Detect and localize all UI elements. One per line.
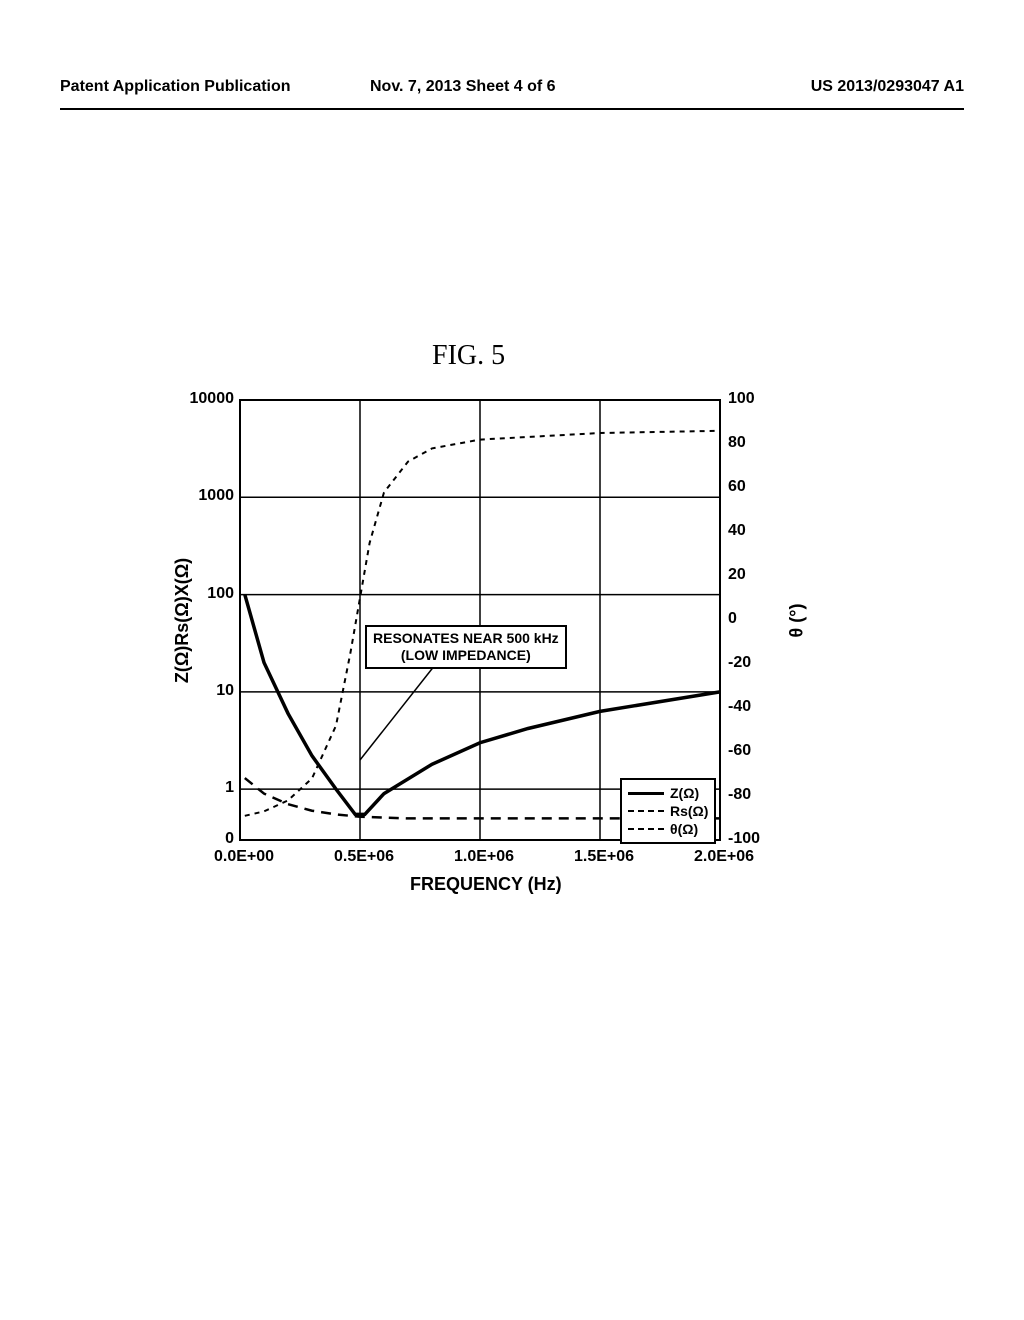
ytick-right: -20 <box>728 654 751 672</box>
xtick: 2.0E+06 <box>684 848 764 866</box>
xtick: 1.5E+06 <box>564 848 644 866</box>
legend-swatch <box>628 828 664 830</box>
legend-item: Rs(Ω) <box>628 802 708 820</box>
chart: 0 1 10 100 1000 10000 -100 -80 -60 -40 -20 0 20 40 60 8… <box>0 0 1024 1320</box>
ytick-right: -60 <box>728 742 751 760</box>
ytick-left: 0 <box>225 830 234 848</box>
legend-item: θ(Ω) <box>628 820 708 838</box>
legend-swatch <box>628 792 664 795</box>
xtick: 1.0E+06 <box>444 848 524 866</box>
y-axis-left-label: Z(Ω)Rs(Ω)X(Ω) <box>172 558 193 683</box>
ytick-right: -80 <box>728 786 751 804</box>
xtick: 0.5E+06 <box>324 848 404 866</box>
page: Patent Application Publication Nov. 7, 2… <box>0 0 1024 1320</box>
ytick-left: 100 <box>207 585 234 603</box>
ytick-right: -40 <box>728 698 751 716</box>
ytick-right: 100 <box>728 390 755 408</box>
ytick-right: 80 <box>728 434 746 452</box>
legend-label: θ(Ω) <box>670 821 698 837</box>
annotation-line2: (LOW IMPEDANCE) <box>401 647 531 663</box>
ytick-left: 10000 <box>190 390 235 408</box>
ytick-right: 40 <box>728 522 746 540</box>
ytick-right: 0 <box>728 610 737 628</box>
annotation-line1: RESONATES NEAR 500 kHz <box>373 630 559 646</box>
annotation-box: RESONATES NEAR 500 kHz(LOW IMPEDANCE) <box>365 625 567 669</box>
legend: Z(Ω) Rs(Ω) θ(Ω) <box>620 778 716 844</box>
y-axis-right-label: θ (°) <box>786 604 807 638</box>
ytick-right: 60 <box>728 478 746 496</box>
ytick-right: 20 <box>728 566 746 584</box>
xtick: 0.0E+00 <box>204 848 284 866</box>
legend-swatch <box>628 810 664 812</box>
legend-label: Z(Ω) <box>670 785 699 801</box>
legend-label: Rs(Ω) <box>670 803 708 819</box>
x-axis-label: FREQUENCY (Hz) <box>410 874 562 895</box>
legend-item: Z(Ω) <box>628 784 708 802</box>
ytick-left: 1 <box>225 779 234 797</box>
ytick-left: 10 <box>216 682 234 700</box>
ytick-left: 1000 <box>198 487 234 505</box>
ytick-right: -100 <box>728 830 760 848</box>
